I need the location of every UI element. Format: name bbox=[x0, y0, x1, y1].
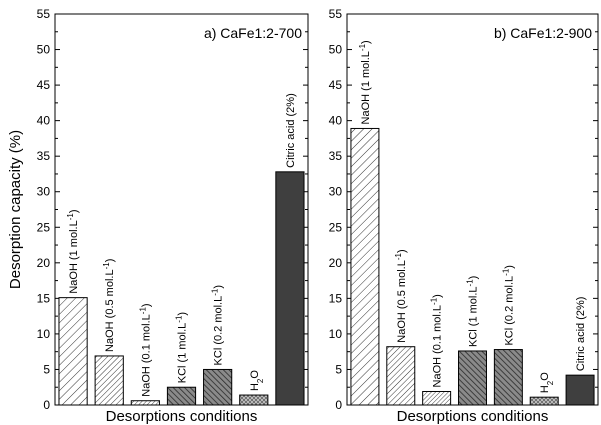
panel-b: 0 5 10 15 20 25 30 35 40 45 50 55 b) CaFe1:2-900 Deso… bbox=[329, 7, 599, 425]
bar-label: NaOH (1 mol.L-1) bbox=[357, 40, 372, 124]
y-tick-label: 45 bbox=[37, 78, 51, 92]
bar-label: NaOH (0.5 mol.L-1) bbox=[393, 249, 408, 342]
y-tick-label: 20 bbox=[37, 256, 51, 270]
bar bbox=[166, 386, 197, 406]
y-tick-label: 55 bbox=[329, 7, 343, 21]
bar bbox=[458, 350, 487, 406]
y-tick-label: 10 bbox=[329, 327, 343, 341]
bar bbox=[529, 396, 559, 406]
bar bbox=[493, 349, 523, 406]
bar-label: Citric acid (2%) bbox=[575, 297, 587, 372]
y-tick-label: 10 bbox=[37, 327, 51, 341]
bar bbox=[350, 127, 380, 406]
bar-label: KCl (0.2 mol.L-1) bbox=[210, 285, 225, 366]
panel-a: 0 5 10 15 20 25 30 35 40 45 50 55 a) CaFe1:2-700 Deso… bbox=[37, 7, 309, 425]
bar bbox=[130, 400, 160, 406]
y-tick-label: 5 bbox=[43, 362, 50, 376]
y-tick-label: 55 bbox=[37, 7, 51, 21]
y-tick-label: 35 bbox=[329, 149, 343, 163]
bar bbox=[239, 394, 269, 406]
y-tick-label: 35 bbox=[37, 149, 51, 163]
y-tick-label: 30 bbox=[329, 185, 343, 199]
x-axis-label: Desorptions conditions bbox=[106, 408, 258, 425]
y-tick-label: 40 bbox=[37, 114, 51, 128]
bar-label: H2O bbox=[539, 372, 555, 393]
y-tick-label: 30 bbox=[37, 185, 51, 199]
bar bbox=[203, 368, 233, 406]
bar-label: NaOH (0.1 mol.L-1) bbox=[138, 303, 153, 396]
y-tick-label: 25 bbox=[329, 220, 343, 234]
y-tick-label: 40 bbox=[329, 114, 343, 128]
x-axis-label: Desorptions conditions bbox=[397, 408, 549, 425]
y-tick-label: 50 bbox=[329, 43, 343, 57]
y-tick-label: 20 bbox=[329, 256, 343, 270]
bar-label: Citric acid (2%) bbox=[285, 93, 297, 168]
bar-label: KCl (1 mol.L-1) bbox=[465, 276, 480, 347]
bar-label: KCl (1 mol.L-1) bbox=[174, 312, 189, 383]
bar-label: KCl (0.2 mol.L-1) bbox=[501, 265, 516, 346]
bar-label: NaOH (1 mol.L-1) bbox=[66, 209, 81, 293]
bar bbox=[565, 374, 595, 406]
bar-label: NaOH (0.1 mol.L-1) bbox=[429, 294, 444, 387]
bar bbox=[386, 346, 416, 406]
y-tick-label: 0 bbox=[43, 398, 50, 412]
y-tick-label: 5 bbox=[335, 362, 342, 376]
y-tick-label: 0 bbox=[335, 398, 342, 412]
y-tick-label: 15 bbox=[37, 291, 51, 305]
panel-title: a) CaFe1:2-700 bbox=[204, 25, 302, 41]
bar bbox=[422, 390, 452, 406]
panel-title: b) CaFe1:2-900 bbox=[494, 25, 592, 41]
y-tick-label: 50 bbox=[37, 43, 51, 57]
bar-label: H2O bbox=[249, 370, 265, 391]
y-tick-label: 25 bbox=[37, 220, 51, 234]
bar-label: NaOH (0.5 mol.L-1) bbox=[102, 259, 117, 352]
bar bbox=[94, 355, 124, 406]
y-tick-label: 15 bbox=[329, 291, 343, 305]
y-tick-label: 45 bbox=[329, 78, 343, 92]
bar bbox=[58, 297, 88, 406]
bar bbox=[275, 171, 305, 406]
y-axis-label: Desorption capacity (%) bbox=[7, 130, 24, 289]
